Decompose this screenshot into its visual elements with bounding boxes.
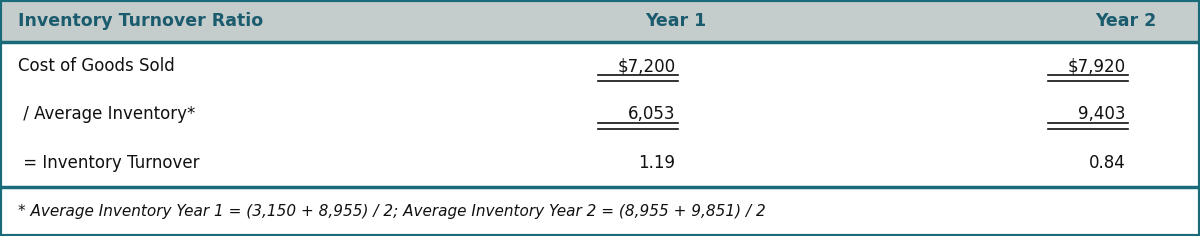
Text: Year 2: Year 2 [1094, 12, 1157, 30]
Text: 0.84: 0.84 [1088, 154, 1126, 172]
Text: Cost of Goods Sold: Cost of Goods Sold [18, 57, 175, 75]
Text: Year 1: Year 1 [644, 12, 707, 30]
Text: * Average Inventory Year 1 = (3,150 + 8,955) / 2; Average Inventory Year 2 = (8,: * Average Inventory Year 1 = (3,150 + 8,… [18, 204, 766, 219]
FancyBboxPatch shape [0, 0, 1200, 42]
Text: 1.19: 1.19 [638, 154, 676, 172]
Text: 9,403: 9,403 [1078, 105, 1126, 123]
Text: / Average Inventory*: / Average Inventory* [18, 105, 196, 123]
Text: $7,200: $7,200 [618, 57, 676, 75]
FancyBboxPatch shape [0, 42, 1200, 187]
Text: = Inventory Turnover: = Inventory Turnover [18, 154, 199, 172]
FancyBboxPatch shape [0, 187, 1200, 236]
Text: 6,053: 6,053 [628, 105, 676, 123]
Text: $7,920: $7,920 [1068, 57, 1126, 75]
Text: Inventory Turnover Ratio: Inventory Turnover Ratio [18, 12, 263, 30]
